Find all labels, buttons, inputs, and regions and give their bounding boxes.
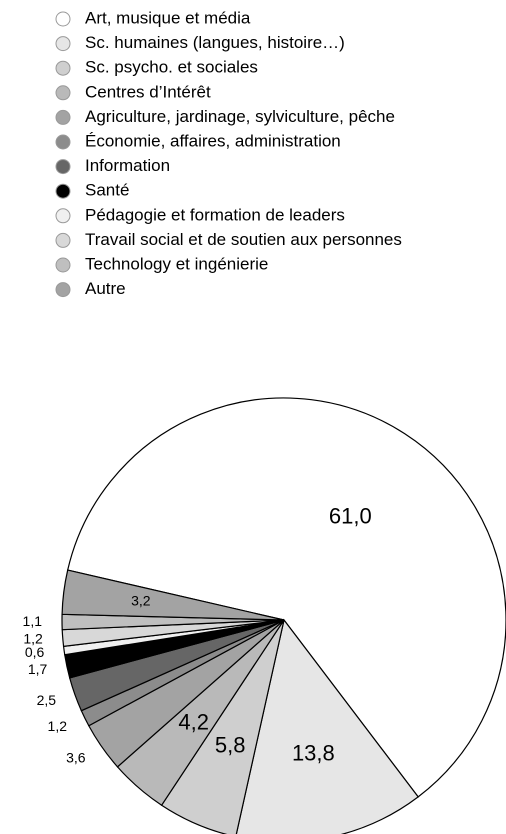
legend-swatch	[55, 60, 71, 76]
legend-swatch	[55, 183, 71, 199]
legend-label: Santé	[85, 181, 129, 200]
legend-label: Économie, affaires, administration	[85, 131, 341, 150]
legend-label: Sc. psycho. et sociales	[85, 58, 258, 77]
legend-label: Autre	[85, 279, 126, 298]
legend-label: Sc. humaines (langues, histoire…)	[85, 33, 345, 52]
data-label: 1,2	[48, 718, 68, 734]
legend-label: Pédagogie et formation de leaders	[85, 205, 345, 224]
legend-swatch	[55, 11, 71, 27]
legend-label: Art, musique et média	[85, 8, 251, 27]
legend-swatch	[55, 159, 71, 175]
data-label: 1,1	[23, 613, 43, 629]
legend-label: Information	[85, 156, 170, 175]
legend-swatch	[55, 282, 71, 298]
legend-label: Centres d’Intérêt	[85, 82, 211, 101]
legend-swatch	[55, 109, 71, 125]
data-label: 0,6	[25, 644, 45, 660]
legend-swatch	[55, 85, 71, 101]
legend-swatch	[55, 134, 71, 150]
pie-slice	[235, 618, 420, 834]
legend-swatch	[55, 257, 71, 273]
legend-swatch	[55, 36, 71, 52]
data-label: 5,8	[215, 733, 246, 758]
legend-label: Agriculture, jardinage, sylviculture, pê…	[85, 107, 395, 126]
data-label: 13,8	[292, 740, 335, 765]
legend-swatch	[55, 232, 71, 248]
legend-label: Travail social et de soutien aux personn…	[85, 230, 402, 249]
legend-swatch	[55, 208, 71, 224]
data-label: 2,5	[37, 692, 57, 708]
data-label: 1,7	[28, 661, 48, 677]
data-label: 3,2	[131, 593, 151, 609]
data-label: 1,2	[23, 630, 43, 646]
data-label: 4,2	[178, 710, 209, 735]
pie-slice	[66, 397, 506, 798]
pie-slice	[61, 569, 285, 621]
data-label: 3,6	[66, 749, 86, 765]
legend-label: Technology et ingénierie	[85, 254, 268, 273]
data-label: 61,0	[329, 503, 372, 528]
